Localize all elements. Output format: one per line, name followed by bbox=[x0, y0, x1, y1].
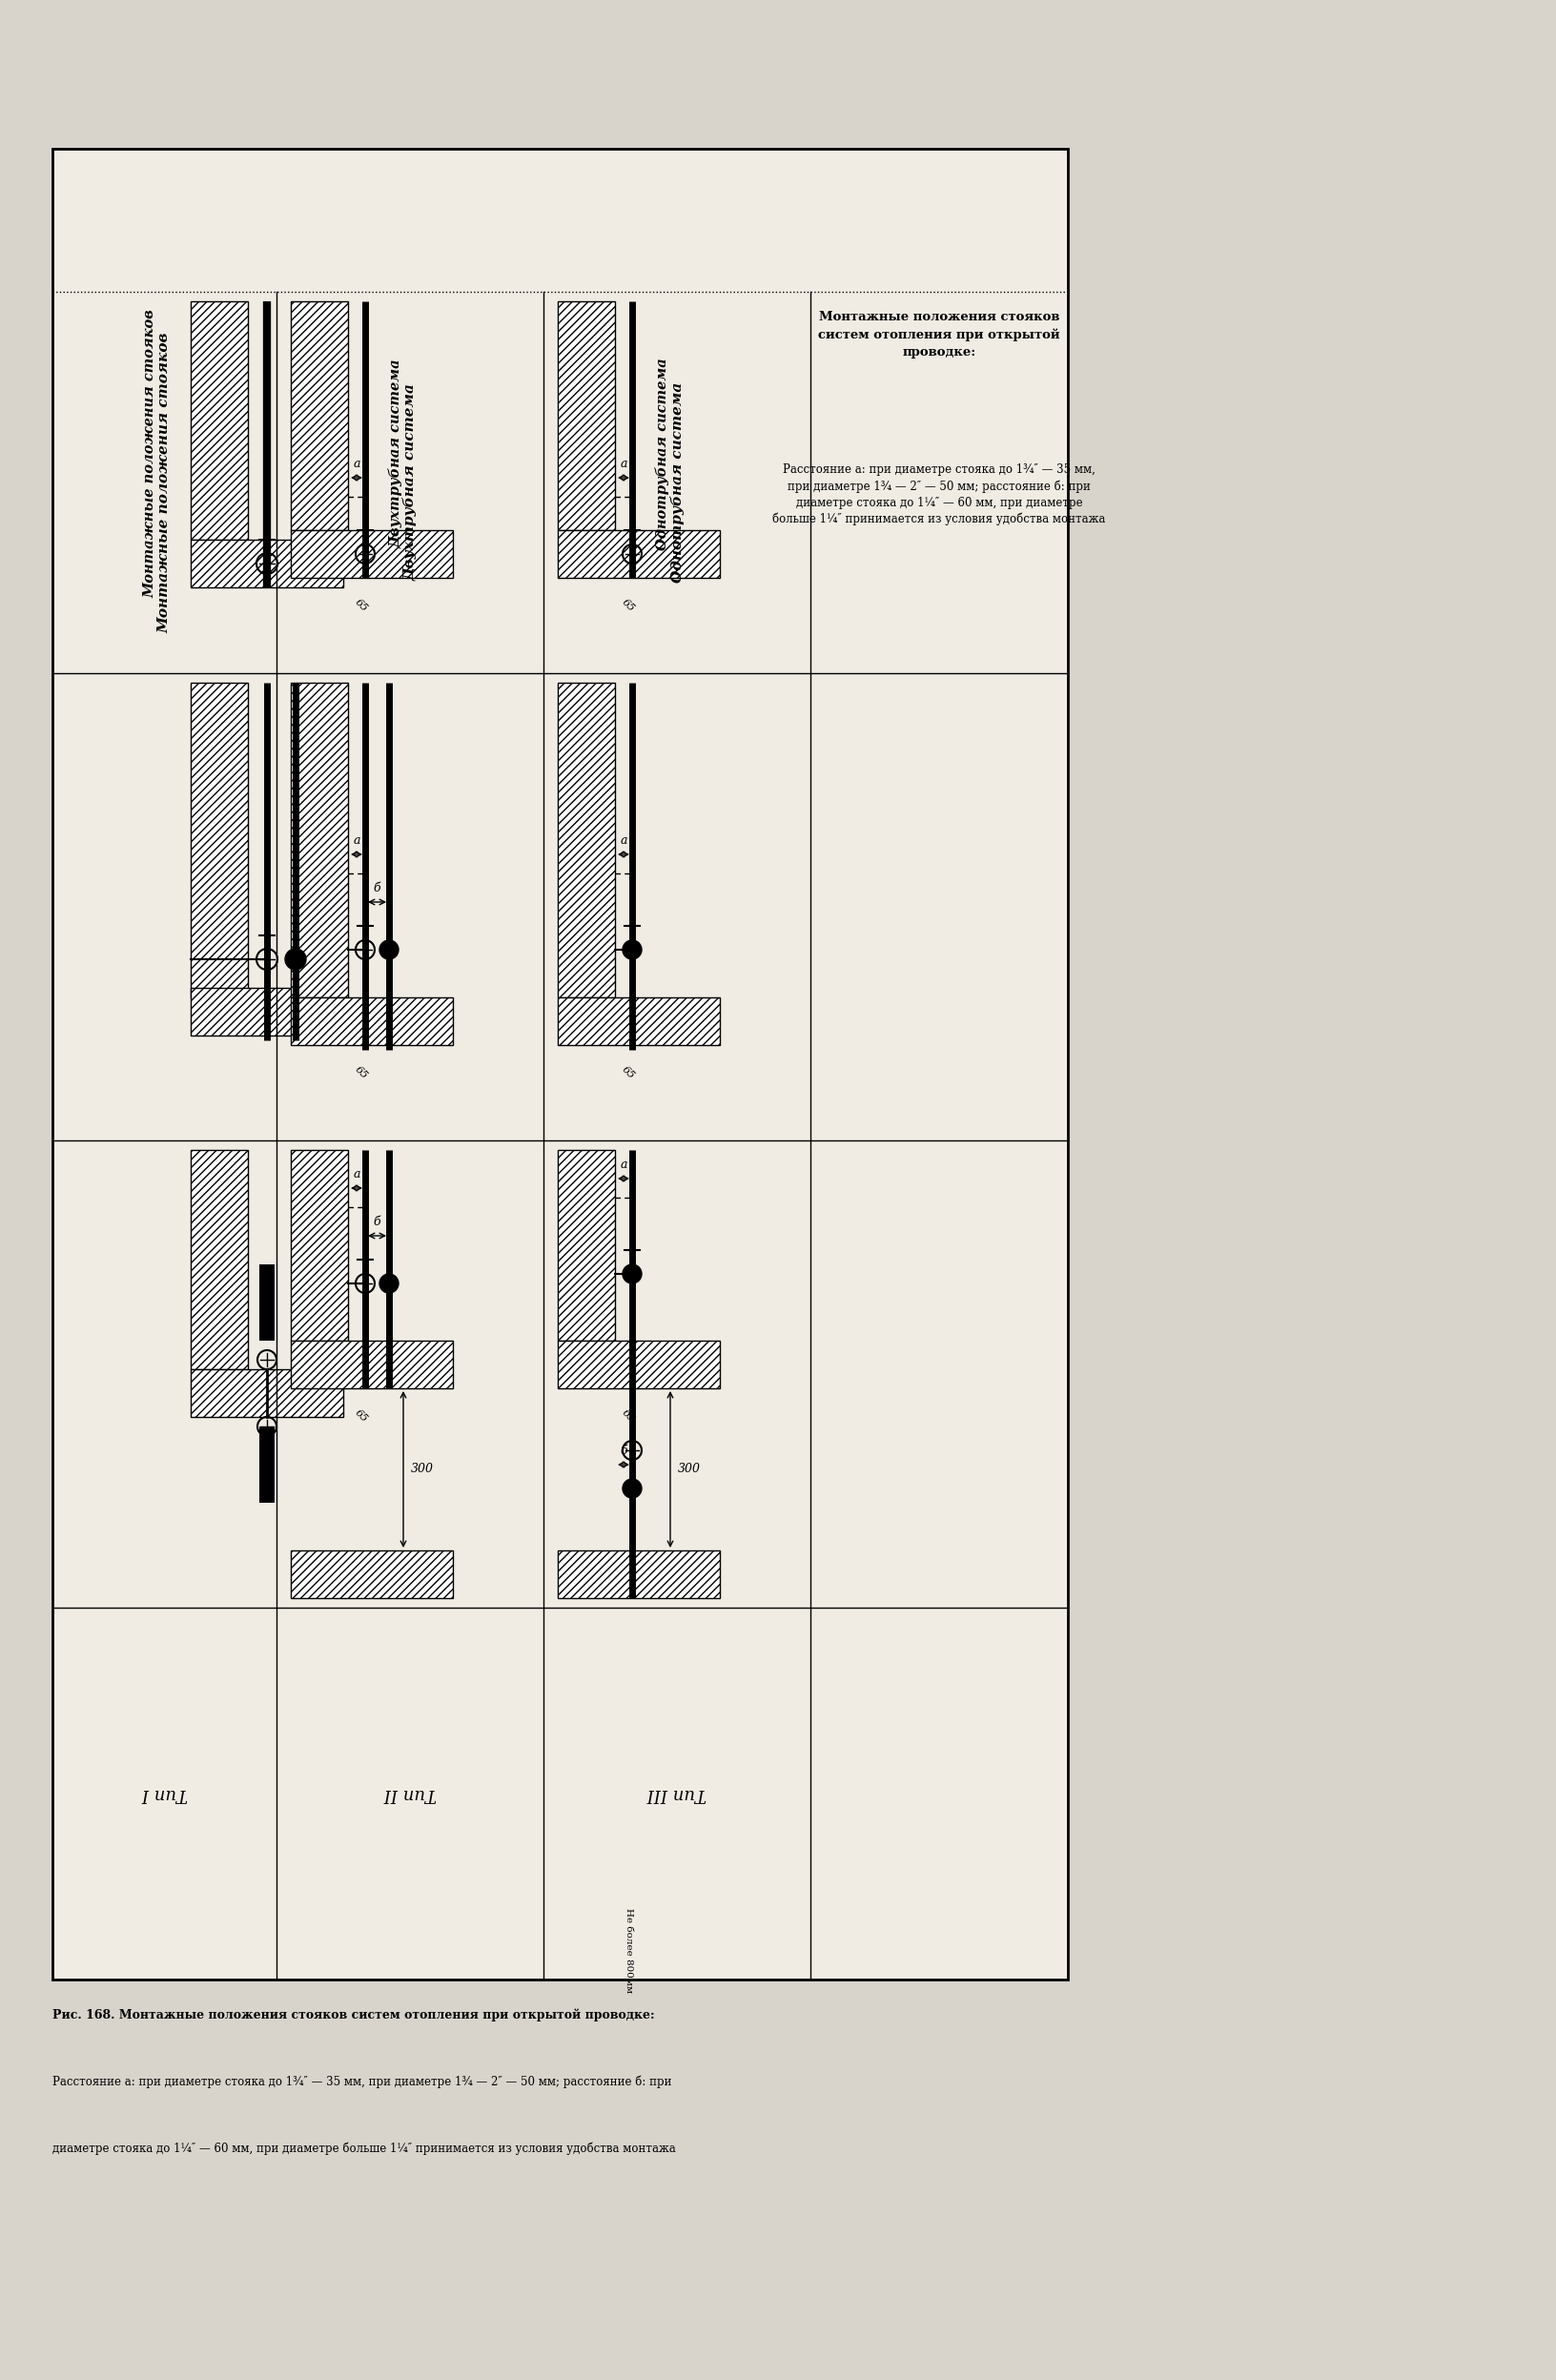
Text: a: a bbox=[353, 1169, 359, 1180]
Bar bbox=[291, 1150, 349, 1340]
Bar bbox=[291, 302, 349, 531]
Text: a: a bbox=[353, 457, 359, 471]
Text: б: б bbox=[373, 883, 381, 895]
Circle shape bbox=[622, 940, 641, 959]
Bar bbox=[191, 988, 344, 1035]
Bar bbox=[557, 1150, 615, 1340]
Bar bbox=[557, 531, 720, 578]
Bar bbox=[53, 148, 1067, 1980]
Text: 65: 65 bbox=[619, 1407, 636, 1423]
Bar bbox=[191, 683, 247, 997]
Bar bbox=[191, 1368, 344, 1416]
Bar bbox=[557, 302, 615, 531]
Bar bbox=[260, 1426, 274, 1502]
Circle shape bbox=[380, 1273, 398, 1292]
Bar bbox=[557, 1340, 720, 1388]
Text: 300: 300 bbox=[411, 1464, 434, 1476]
Text: Двухтрубная система: Двухтрубная система bbox=[389, 359, 403, 547]
Bar bbox=[291, 1340, 453, 1388]
Text: Расстояние а: при диаметре стояка до 1¾″ — 35 мм, при диаметре 1¾ — 2″ — 50 мм; : Расстояние а: при диаметре стояка до 1¾″… bbox=[53, 2075, 672, 2087]
Text: a: a bbox=[619, 835, 627, 847]
Text: 65: 65 bbox=[619, 597, 636, 614]
Circle shape bbox=[622, 1264, 641, 1283]
Bar bbox=[291, 997, 453, 1045]
Text: 65: 65 bbox=[619, 1064, 636, 1081]
Bar bbox=[191, 1150, 247, 1368]
Bar bbox=[557, 683, 615, 997]
Text: Монтажные положения стояков: Монтажные положения стояков bbox=[143, 309, 157, 597]
Text: Тип II: Тип II bbox=[384, 1785, 436, 1802]
Text: a: a bbox=[619, 457, 627, 471]
Bar bbox=[291, 1549, 453, 1597]
Text: 65: 65 bbox=[353, 597, 369, 614]
Text: 65: 65 bbox=[353, 1064, 369, 1081]
Text: б: б bbox=[373, 1216, 381, 1228]
Text: Тип III: Тип III bbox=[647, 1785, 706, 1802]
Circle shape bbox=[380, 940, 398, 959]
Text: Монтажные положения стояков: Монтажные положения стояков bbox=[157, 333, 171, 633]
Text: Тип I: Тип I bbox=[142, 1785, 187, 1802]
Circle shape bbox=[622, 1478, 641, 1497]
Bar bbox=[191, 302, 247, 540]
Text: диаметре стояка до 1¼″ — 60 мм, при диаметре больше 1¼″ принимается из условия у: диаметре стояка до 1¼″ — 60 мм, при диам… bbox=[53, 2142, 675, 2154]
Text: Двухтрубная система: Двухтрубная система bbox=[403, 383, 417, 581]
Bar bbox=[291, 683, 349, 997]
Bar bbox=[557, 997, 720, 1045]
Text: Однотрубная система: Однотрубная система bbox=[669, 383, 685, 583]
Text: a: a bbox=[619, 1159, 627, 1171]
Text: a: a bbox=[353, 835, 359, 847]
Text: Расстояние а: при диаметре стояка до 1¾″ — 35 мм,
при диаметре 1¾ — 2″ — 50 мм; : Расстояние а: при диаметре стояка до 1¾″… bbox=[773, 464, 1106, 526]
Bar bbox=[291, 531, 453, 578]
Circle shape bbox=[285, 950, 307, 969]
Bar bbox=[557, 1549, 720, 1597]
Text: Однотрубная система: Однотрубная система bbox=[655, 357, 669, 550]
Bar bbox=[260, 1264, 274, 1340]
Text: 65: 65 bbox=[353, 1407, 369, 1423]
Text: 300: 300 bbox=[678, 1464, 700, 1476]
Text: Рис. 168. Монтажные положения стояков систем отопления при открытой проводке:: Рис. 168. Монтажные положения стояков си… bbox=[53, 2009, 655, 2021]
Text: Не более 800мм: Не более 800мм bbox=[624, 1909, 633, 1994]
Text: Монтажные положения стояков
систем отопления при открытой
проводке:: Монтажные положения стояков систем отопл… bbox=[818, 312, 1060, 359]
Text: б: б bbox=[619, 1445, 627, 1457]
Bar bbox=[191, 540, 344, 588]
